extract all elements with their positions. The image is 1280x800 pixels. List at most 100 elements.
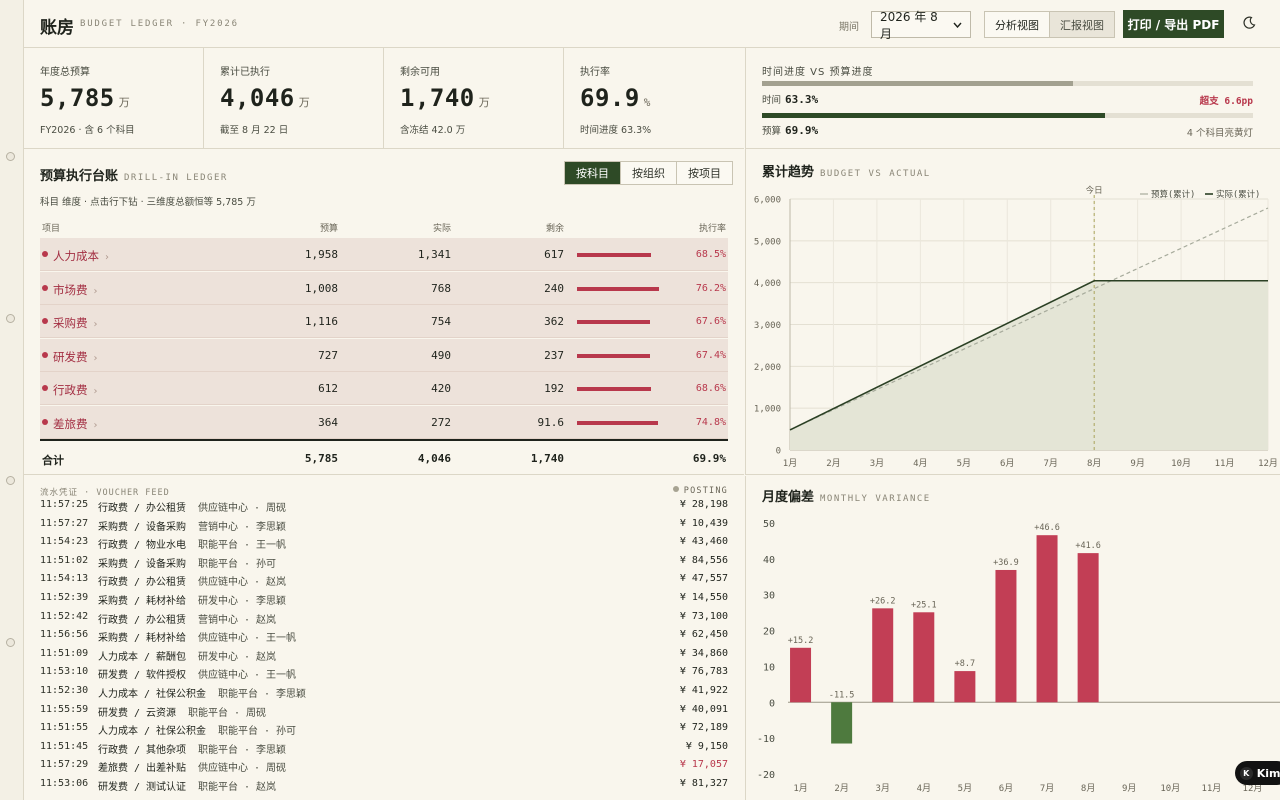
progress-panel: 时间进度 VS 预算进度 时间 63.3% 超支 6.6pp 预算 69.9% 4 … xyxy=(745,48,1280,149)
x-tick-label: 4月 xyxy=(917,783,931,794)
voucher-time: 11:52:39 xyxy=(40,592,89,603)
kpi-value: 69.9% xyxy=(580,84,651,112)
voucher-row: 11:51:09 人力成本 / 薪酬包 研发中心 · 赵岚 ¥ 34,860 xyxy=(40,646,728,664)
voucher-category: 采购费 / 耗材补给 xyxy=(98,596,187,607)
moon-icon[interactable] xyxy=(1242,16,1256,30)
col-actual: 实际 xyxy=(432,224,451,234)
row-budget: 1,116 xyxy=(304,315,338,328)
voucher-category: 行政费 / 办公租赁 xyxy=(98,503,187,514)
x-tick-label: 8月 xyxy=(1081,783,1095,794)
variance-data-label: +36.9 xyxy=(993,558,1019,568)
posting-status: POSTING xyxy=(672,486,728,496)
ledger-row[interactable]: 差旅费 › 364 272 91.6 74.8% xyxy=(40,405,728,439)
variance-bar xyxy=(913,612,935,703)
view-analysis-button[interactable]: 分析视图 xyxy=(985,12,1050,37)
voucher-row: 11:51:02 采购费 / 设备采购 职能平台 · 孙可 ¥ 84,556 xyxy=(40,553,728,571)
overspend-label: 超支 6.6pp xyxy=(1199,96,1253,107)
kpi-label: 剩余可用 xyxy=(400,67,440,78)
rate-bar xyxy=(577,420,658,425)
row-name: 行政费 › xyxy=(53,383,98,397)
x-tick-label: 6月 xyxy=(999,783,1013,794)
tab-by-org[interactable]: 按组织 xyxy=(620,162,676,184)
status-dot-icon xyxy=(672,486,679,492)
ledger-header: 项目 预算 实际 剩余 执行率 xyxy=(40,215,728,239)
row-dot-icon xyxy=(42,284,48,291)
ledger-row[interactable]: 人力成本 › 1,958 1,341 617 68.5% xyxy=(40,238,728,271)
voucher-org: 研发中心 · 李思颖 xyxy=(198,596,287,607)
voucher-time: 11:57:29 xyxy=(40,759,89,771)
row-name: 研发费 › xyxy=(53,349,98,364)
binder-hole xyxy=(6,314,15,323)
voucher-amount: ¥ 41,922 xyxy=(679,685,728,696)
tab-by-project[interactable]: 按项目 xyxy=(676,162,732,184)
total-budget: 5,785 xyxy=(304,452,338,465)
row-remaining: 192 xyxy=(544,382,564,395)
budget-progress-track xyxy=(762,113,1253,118)
print-export-button[interactable]: 打印 / 导出 PDF xyxy=(1123,10,1224,38)
row-budget: 1,008 xyxy=(304,281,338,295)
y-tick-label: 10 xyxy=(763,662,775,673)
voucher-amount: ¥ 10,439 xyxy=(679,517,728,529)
voucher-feed: 流水凭证 · VOUCHER FEED POSTING 11:57:25 行政费 … xyxy=(24,476,744,800)
ledger-row[interactable]: 市场费 › 1,008 768 240 76.2% xyxy=(40,271,728,305)
col-remaining: 剩余 xyxy=(545,224,564,234)
rate-bar xyxy=(577,320,650,324)
row-name: 市场费 › xyxy=(53,282,98,297)
ledger-tabs: 按科目 按组织 按项目 xyxy=(564,161,733,185)
voucher-org: 供应链中心 · 周砚 xyxy=(198,503,287,514)
kpi-value: 4,046 万 xyxy=(220,84,311,112)
variance-panel: 月度偏差 MONTHLY VARIANCE -20 -10 0 10 20 30 40 50 1月… xyxy=(745,476,1280,800)
binder-hole xyxy=(6,638,15,647)
row-name: 采购费 › xyxy=(53,316,98,330)
trend-title: 累计趋势 BUDGET VS ACTUAL xyxy=(762,165,931,180)
voucher-time: 11:53:10 xyxy=(40,666,89,678)
voucher-amount: ¥ 14,550 xyxy=(679,592,728,603)
y-tick-label: 0 xyxy=(769,698,775,709)
row-dot-icon xyxy=(42,385,48,391)
ledger-row[interactable]: 研发费 › 727 490 237 67.4% xyxy=(40,338,728,372)
chevron-right-icon: › xyxy=(93,386,98,397)
variance-data-label: +8.7 xyxy=(955,659,975,669)
kpi-total-budget: 年度总预算 5,785 万 FY2026 · 含 6 个科目 xyxy=(24,48,204,149)
ledger-note: 科目 维度 · 点击行下钻 · 三维度总额恒等 5,785 万 xyxy=(40,197,256,208)
row-actual: 754 xyxy=(431,315,451,328)
x-tick-label: 9月 xyxy=(1122,783,1136,794)
voucher-org: 职能平台 · 李思颖 xyxy=(198,744,287,756)
voucher-time: 11:56:56 xyxy=(40,629,89,641)
chevron-right-icon: › xyxy=(93,319,98,330)
view-report-button[interactable]: 汇报视图 xyxy=(1060,18,1104,32)
x-tick-label: 5月 xyxy=(958,783,972,794)
voucher-org: 职能平台 · 李思颖 xyxy=(218,689,307,700)
voucher-org: 职能平台 · 孙可 xyxy=(218,726,297,738)
voucher-time: 11:55:59 xyxy=(40,703,89,715)
kpi-foot: FY2026 · 含 6 个科目 xyxy=(40,125,135,136)
row-remaining: 237 xyxy=(544,348,564,362)
kpi-exec-rate: 执行率 69.9% 时间进度 63.3% xyxy=(564,48,744,149)
voucher-org: 供应链中心 · 王一帆 xyxy=(198,633,297,645)
period-select[interactable]: 2026 年 8 月 xyxy=(871,10,971,41)
rate-bar xyxy=(577,387,652,391)
binder-hole xyxy=(6,476,15,485)
row-remaining: 362 xyxy=(544,315,564,328)
chevron-right-icon: › xyxy=(93,285,98,297)
ledger-row[interactable]: 行政费 › 612 420 192 68.6% xyxy=(40,372,728,405)
y-tick-label: -20 xyxy=(757,770,775,781)
variance-bar xyxy=(872,608,894,703)
variance-bar xyxy=(1077,553,1099,703)
y-tick-label: 20 xyxy=(763,627,775,638)
kimi-badge[interactable]: KKimi xyxy=(1235,761,1280,785)
voucher-row: 11:52:42 行政费 / 办公租赁 营销中心 · 赵岚 ¥ 73,100 xyxy=(40,609,728,627)
voucher-row: 11:52:39 采购费 / 耗材补给 研发中心 · 李思颖 ¥ 14,550 xyxy=(40,590,728,608)
voucher-row: 11:51:45 行政费 / 其他杂项 职能平台 · 李思颖 ¥ 9,150 xyxy=(40,739,728,757)
kpi-label: 年度总预算 xyxy=(40,67,90,78)
voucher-amount: ¥ 62,450 xyxy=(679,629,728,641)
y-tick-label: 4,000 xyxy=(754,279,781,289)
row-actual: 420 xyxy=(431,382,451,395)
row-name: 差旅费 › xyxy=(53,416,98,431)
legend-actual: 实际(累计) xyxy=(1216,189,1260,200)
ledger-row[interactable]: 采购费 › 1,116 754 362 67.6% xyxy=(40,305,728,338)
ledger-total-row: 合计 5,785 4,046 1,740 69.9% xyxy=(40,439,728,473)
row-remaining: 91.6 xyxy=(537,415,565,429)
y-tick-label: -10 xyxy=(757,734,775,745)
tab-by-subject[interactable]: 按科目 xyxy=(565,162,620,184)
